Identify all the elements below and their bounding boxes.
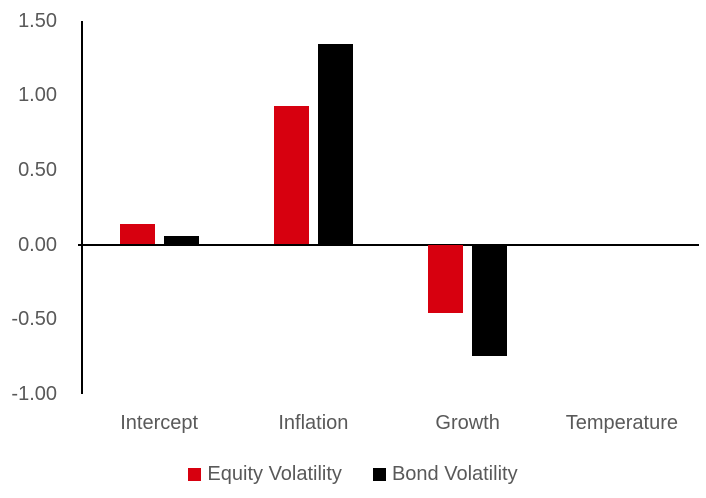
legend-swatch-icon — [372, 467, 386, 481]
bar-equity-volatility-growth — [428, 244, 464, 314]
y-tick-label: -0.50 — [11, 308, 57, 331]
legend-label: Equity Volatility — [207, 463, 342, 485]
legend-label: Bond Volatility — [391, 463, 518, 485]
y-tick-label: 0.50 — [18, 158, 57, 181]
bar-bond-volatility-inflation — [317, 44, 353, 245]
bar-bond-volatility-intercept — [163, 235, 199, 245]
legend: Equity Volatility Bond Volatility — [0, 461, 706, 487]
bar-equity-volatility-inflation — [273, 105, 309, 245]
x-category-label-intercept: Intercept — [120, 412, 199, 434]
legend-swatch-icon — [188, 467, 202, 481]
x-category-label-inflation: Inflation — [278, 412, 349, 434]
y-tick-label: -1.00 — [11, 382, 57, 405]
legend-item-equity-volatility: Equity Volatility — [188, 461, 342, 487]
y-tick-label: 0.00 — [18, 233, 57, 256]
bar-bond-volatility-growth — [472, 244, 508, 357]
y-tick-label: 1.00 — [18, 84, 57, 107]
legend-item-bond-volatility: Bond Volatility — [372, 461, 518, 487]
bar-equity-volatility-intercept — [119, 223, 155, 245]
y-axis-line — [81, 20, 83, 394]
x-axis-zero-line — [78, 243, 699, 246]
x-category-label-temperature: Temperature — [565, 412, 679, 434]
y-tick-label: 1.50 — [18, 9, 57, 32]
x-category-label-growth: Growth — [435, 412, 500, 434]
